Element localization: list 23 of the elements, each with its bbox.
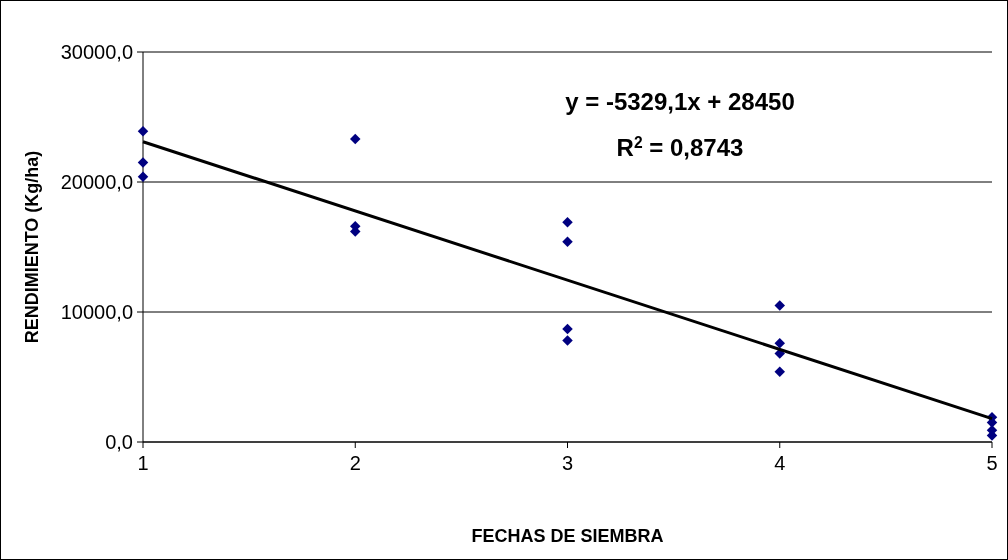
- x-axis-title: FECHAS DE SIEMBRA: [471, 526, 664, 546]
- annotation: R$^{2}$ = 0,8743: [616, 133, 744, 161]
- point: [562, 217, 573, 228]
- y-tick-label: 20000,0: [60, 171, 133, 193]
- point: [350, 133, 361, 145]
- y-tick-label: 30000,0: [60, 41, 133, 63]
- x-tick-label: 1: [137, 452, 149, 474]
- x-tick-label: 5: [986, 452, 998, 474]
- point: [137, 126, 149, 137]
- x-tick-label: 2: [349, 452, 361, 474]
- point: [774, 300, 785, 311]
- point: [562, 236, 573, 248]
- x-tick-label: 4: [774, 452, 786, 474]
- y-tick-label: 10000,0: [60, 301, 133, 323]
- point: [774, 366, 785, 378]
- y-tick-label: 0,0: [105, 431, 133, 453]
- point: [137, 157, 149, 168]
- annotation: y = -5329,1x + 28450: [565, 88, 795, 115]
- y-axis-title: RENDIMIENTO (Kg/ha): [22, 150, 42, 344]
- point: [562, 323, 573, 335]
- point: [562, 335, 573, 346]
- point: [774, 337, 785, 349]
- x-tick-label: 3: [561, 452, 574, 474]
